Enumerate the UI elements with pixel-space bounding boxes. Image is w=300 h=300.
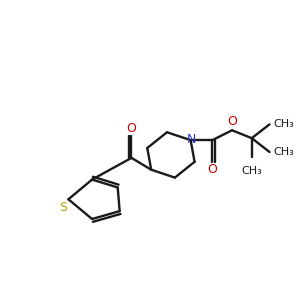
Text: O: O (127, 122, 136, 135)
Text: O: O (227, 115, 237, 128)
Text: CH₃: CH₃ (242, 166, 262, 176)
Text: CH₃: CH₃ (273, 119, 294, 129)
Text: N: N (187, 133, 196, 146)
Text: CH₃: CH₃ (273, 147, 294, 157)
Text: S: S (59, 201, 68, 214)
Text: O: O (207, 163, 217, 176)
